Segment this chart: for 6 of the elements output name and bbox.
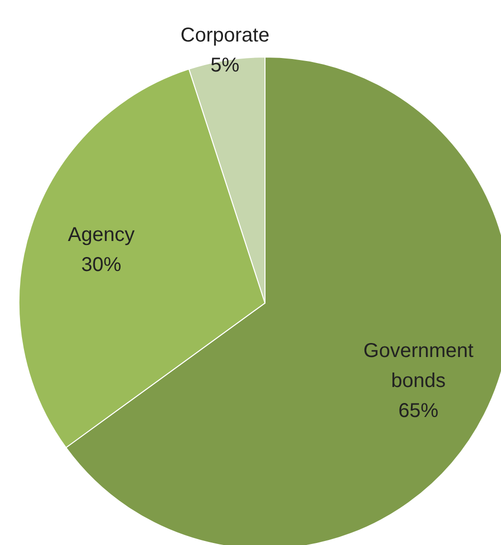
slice-label: Government bonds [363, 340, 474, 392]
data-label: 65% [398, 400, 439, 422]
data-label: 30% [81, 254, 122, 276]
data-label: 5% [210, 54, 240, 76]
slice-label: Corporate [180, 24, 270, 46]
slice-label: Agency [68, 224, 135, 246]
